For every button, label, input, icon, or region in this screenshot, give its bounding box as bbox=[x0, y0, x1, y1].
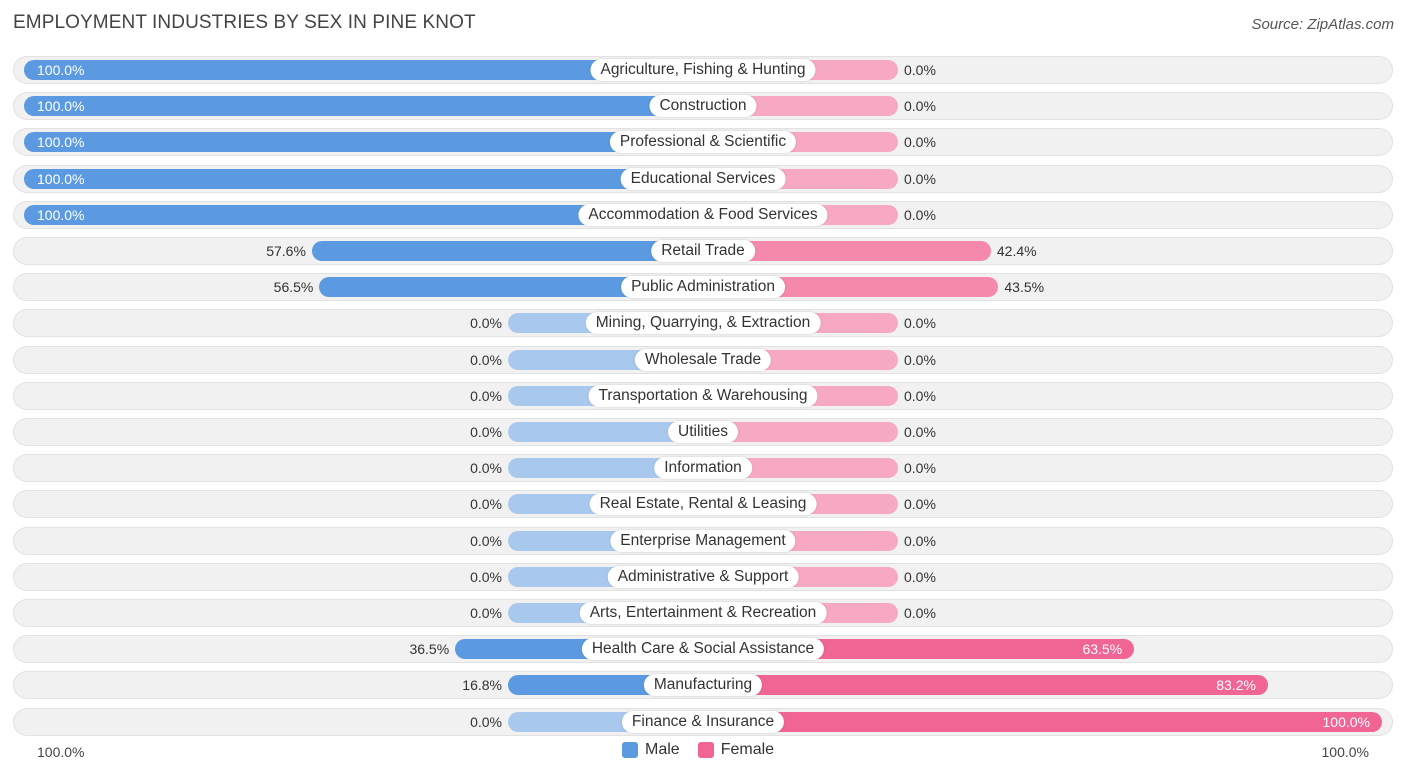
chart-title: EMPLOYMENT INDUSTRIES BY SEX IN PINE KNO… bbox=[13, 12, 476, 33]
category-label: Enterprise Management bbox=[610, 529, 796, 552]
category-label: Public Administration bbox=[621, 276, 785, 299]
bar-female[interactable] bbox=[703, 675, 1268, 696]
value-label-female: 0.0% bbox=[904, 98, 936, 115]
value-label-female: 0.0% bbox=[904, 424, 936, 440]
value-label-female: 0.0% bbox=[904, 315, 936, 332]
legend: Male Female bbox=[622, 741, 774, 759]
value-label-female: 0.0% bbox=[904, 496, 936, 513]
value-label-male: 0.0% bbox=[470, 387, 502, 404]
value-label-male: 0.0% bbox=[470, 713, 502, 730]
value-label-female: 83.2% bbox=[1216, 677, 1256, 694]
value-label-male: 0.0% bbox=[470, 460, 502, 477]
bar-male[interactable] bbox=[24, 96, 703, 117]
value-label-female: 0.0% bbox=[904, 532, 936, 549]
bar-female[interactable] bbox=[703, 711, 1382, 732]
bar-male[interactable] bbox=[319, 277, 703, 298]
value-label-male: 56.5% bbox=[273, 279, 314, 296]
value-label-male: 0.0% bbox=[470, 424, 502, 440]
value-label-male: 100.0% bbox=[37, 134, 85, 151]
value-label-male: 100.0% bbox=[37, 170, 85, 187]
category-label: Finance & Insurance bbox=[621, 710, 785, 733]
category-label: Wholesale Trade bbox=[634, 348, 772, 371]
bar-male[interactable] bbox=[508, 422, 703, 442]
value-label-female: 0.0% bbox=[904, 62, 936, 78]
category-label: Mining, Quarrying, & Extraction bbox=[585, 312, 821, 335]
bar-female[interactable] bbox=[703, 422, 898, 442]
category-label: Administrative & Support bbox=[607, 565, 799, 588]
value-label-male: 16.8% bbox=[462, 677, 502, 694]
value-label-female: 0.0% bbox=[904, 568, 936, 585]
value-label-female: 63.5% bbox=[1082, 641, 1123, 658]
legend-label-female: Female bbox=[720, 741, 775, 758]
value-label-male: 100.0% bbox=[37, 98, 85, 115]
value-label-female: 0.0% bbox=[904, 170, 936, 187]
bar-female[interactable] bbox=[703, 458, 898, 479]
bar-male[interactable] bbox=[24, 60, 703, 80]
category-label: Construction bbox=[649, 95, 757, 118]
legend-item-female[interactable]: Female bbox=[697, 741, 775, 759]
category-label: Manufacturing bbox=[643, 674, 763, 697]
value-label-male: 0.0% bbox=[470, 568, 502, 585]
category-label: Educational Services bbox=[620, 167, 786, 190]
legend-item-male[interactable]: Male bbox=[622, 741, 680, 759]
bar-female[interactable] bbox=[703, 241, 991, 261]
category-label: Retail Trade bbox=[651, 240, 755, 262]
value-label-female: 0.0% bbox=[904, 460, 936, 477]
value-label-male: 0.0% bbox=[470, 605, 502, 621]
bar-male[interactable] bbox=[311, 241, 703, 261]
category-label: Accommodation & Food Services bbox=[578, 203, 828, 226]
source-credit: Source: ZipAtlas.com bbox=[1251, 16, 1394, 33]
legend-swatch-female bbox=[697, 742, 714, 758]
value-label-female: 42.4% bbox=[996, 243, 1037, 259]
axis-right-label: 100.0% bbox=[1321, 744, 1369, 760]
value-label-male: 0.0% bbox=[470, 496, 502, 513]
category-label: Professional & Scientific bbox=[609, 131, 797, 154]
value-label-male: 0.0% bbox=[470, 532, 502, 549]
value-label-female: 0.0% bbox=[904, 134, 936, 151]
value-label-female: 0.0% bbox=[904, 351, 936, 368]
category-label: Real Estate, Rental & Leasing bbox=[589, 493, 817, 516]
value-label-female: 0.0% bbox=[904, 387, 936, 404]
legend-swatch-male bbox=[622, 742, 638, 758]
category-label: Utilities bbox=[668, 421, 738, 443]
value-label-male: 100.0% bbox=[37, 206, 85, 223]
bar-male[interactable] bbox=[24, 132, 703, 153]
bar-male[interactable] bbox=[24, 168, 703, 189]
category-label: Health Care & Social Assistance bbox=[581, 638, 825, 661]
category-label: Transportation & Warehousing bbox=[588, 384, 818, 407]
category-label: Agriculture, Fishing & Hunting bbox=[590, 59, 816, 81]
value-label-female: 0.0% bbox=[904, 206, 936, 223]
value-label-male: 100.0% bbox=[37, 62, 85, 78]
legend-label-male: Male bbox=[645, 741, 680, 758]
axis-left-label: 100.0% bbox=[37, 744, 85, 760]
value-label-male: 36.5% bbox=[409, 641, 450, 658]
category-label: Information bbox=[654, 457, 752, 480]
bar-male[interactable] bbox=[24, 204, 703, 225]
value-label-female: 0.0% bbox=[904, 605, 936, 621]
value-label-male: 0.0% bbox=[470, 351, 502, 368]
value-label-female: 100.0% bbox=[1322, 713, 1370, 730]
value-label-male: 57.6% bbox=[266, 243, 306, 259]
value-label-male: 0.0% bbox=[470, 315, 502, 332]
category-label: Arts, Entertainment & Recreation bbox=[579, 602, 827, 624]
value-label-female: 43.5% bbox=[1004, 279, 1045, 296]
